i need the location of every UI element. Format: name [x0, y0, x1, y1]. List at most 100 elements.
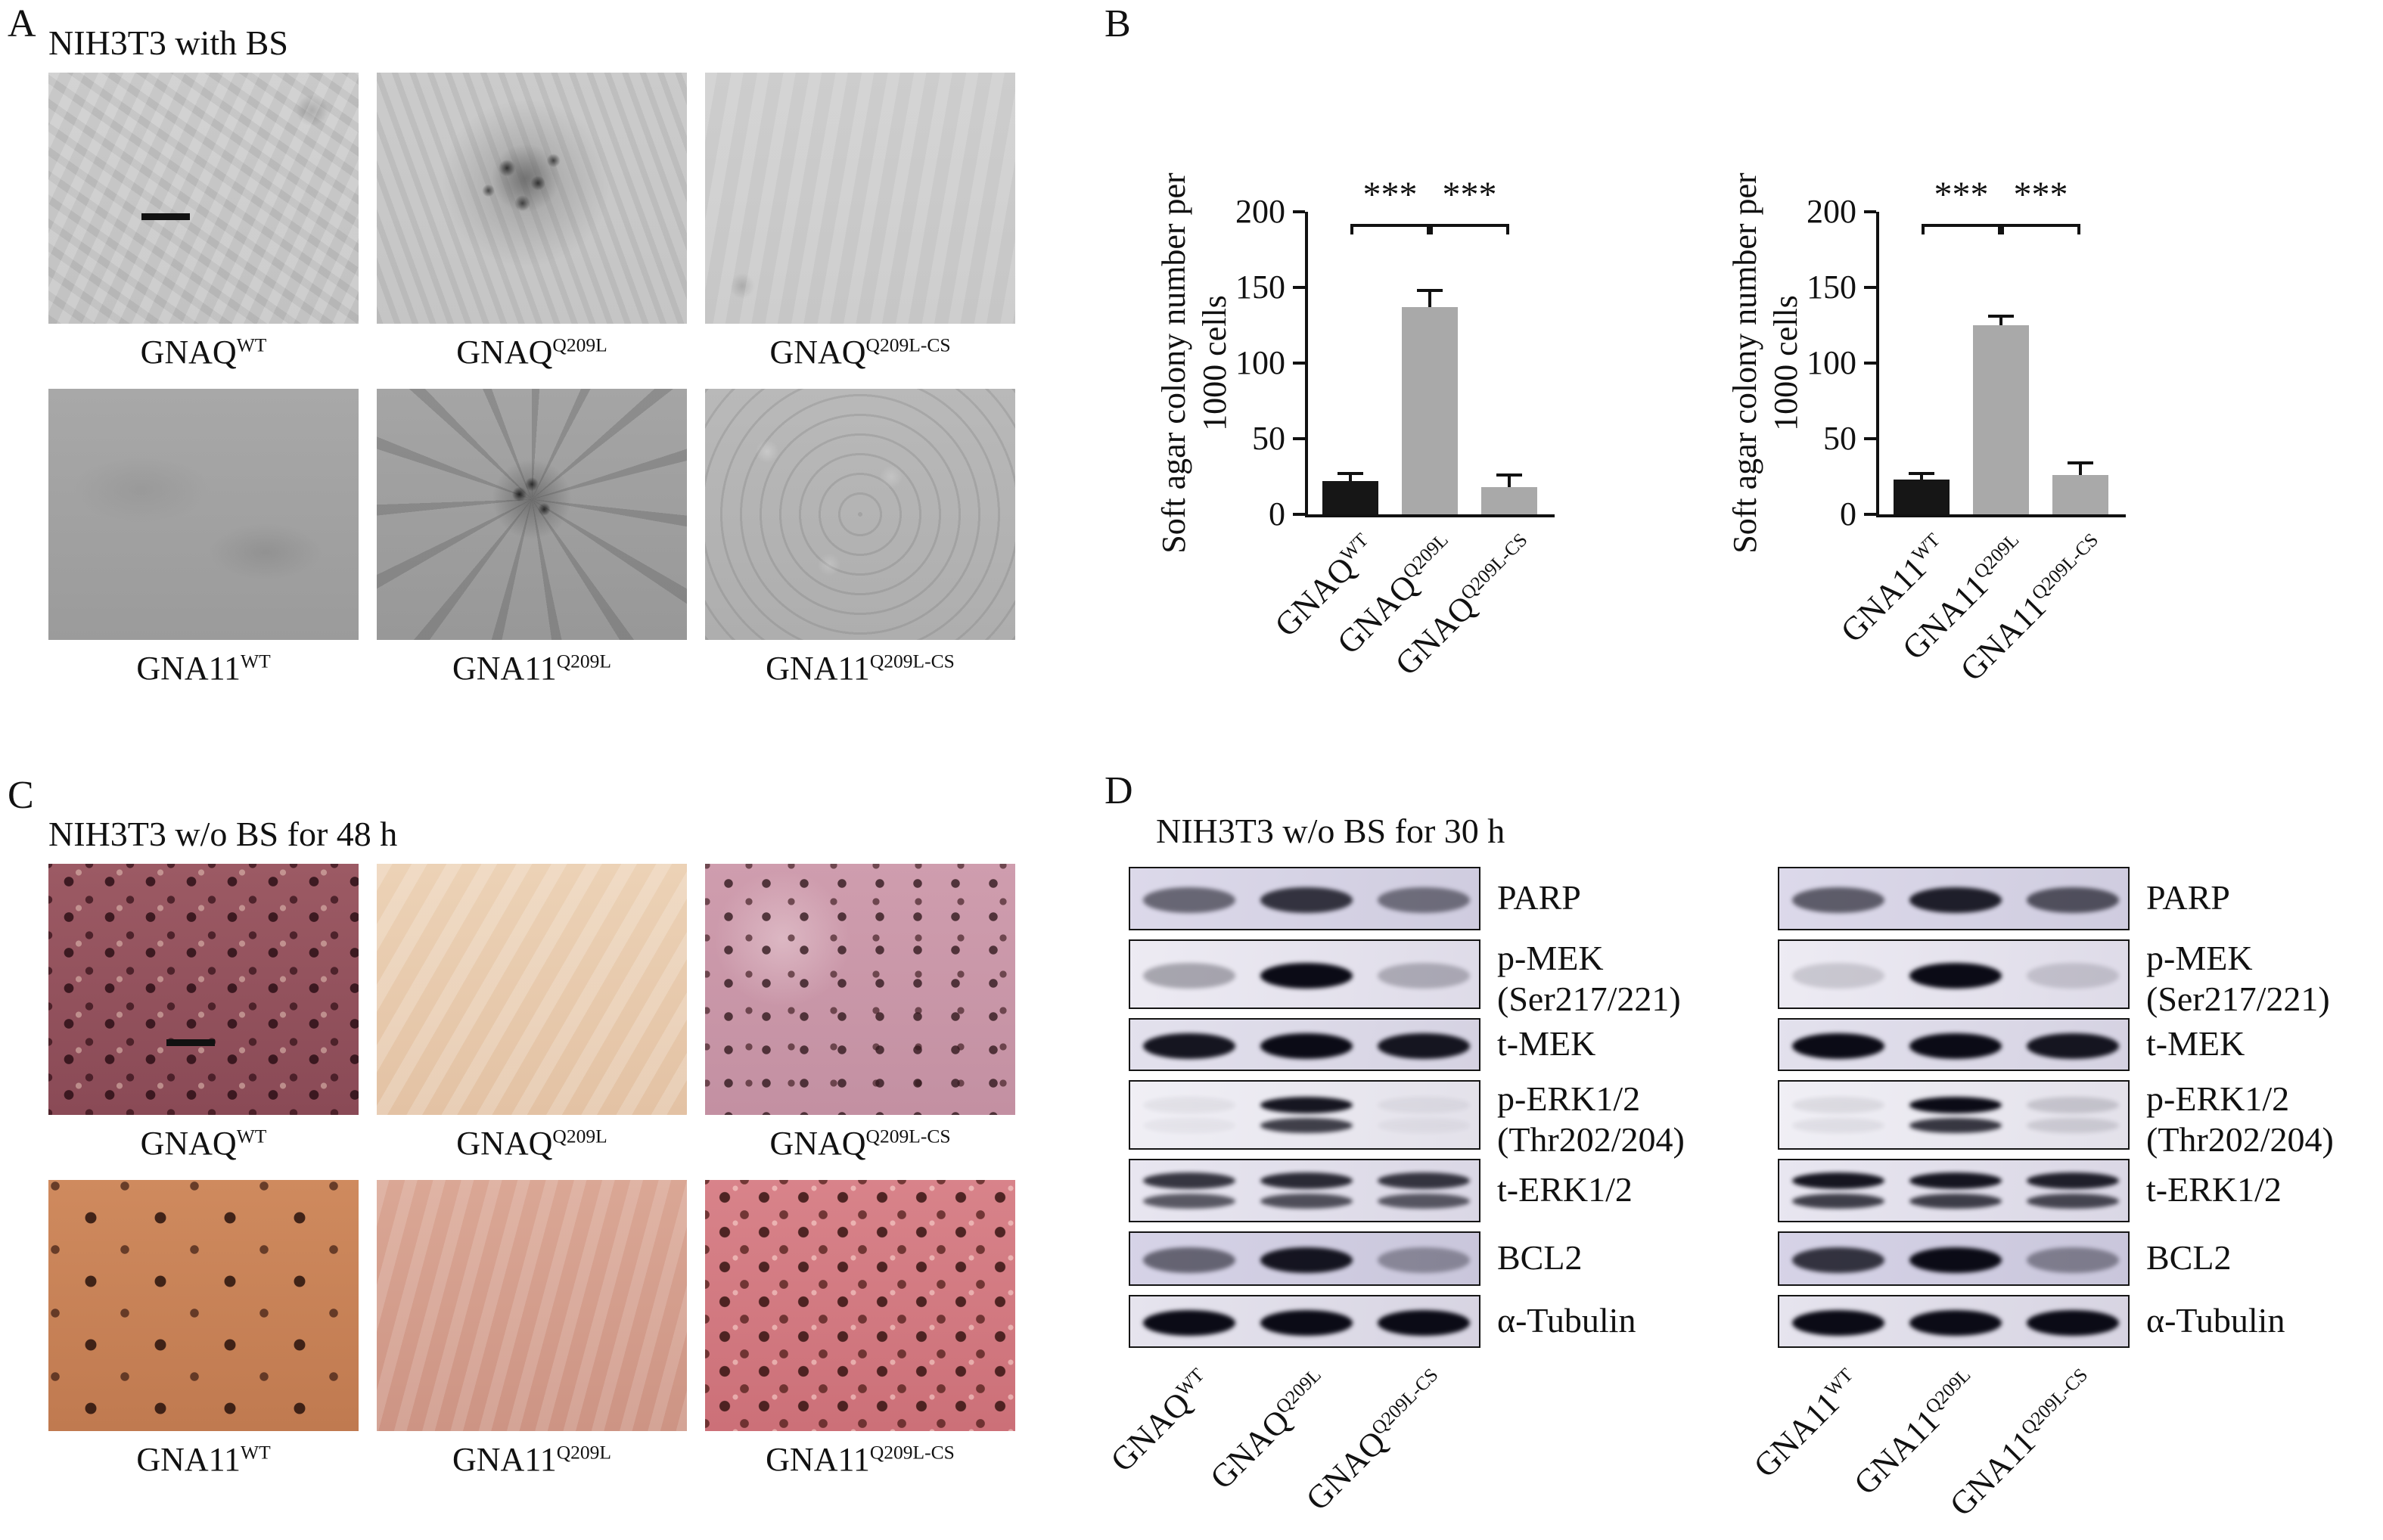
micrograph-cell: GNA11Q209L-CS — [705, 1180, 1015, 1486]
y-tick-label: 200 — [1235, 193, 1285, 230]
blot-row-label: α-Tubulin — [2146, 1301, 2285, 1340]
blot-band — [1142, 963, 1235, 989]
blot-band — [1377, 1097, 1470, 1113]
micrograph-gnaq-wt — [48, 864, 359, 1115]
blot-strip-5 — [1129, 1231, 1480, 1286]
micrograph-gna11-q209l-cs — [705, 389, 1015, 640]
blot-band — [2026, 1194, 2119, 1209]
micrograph-gnaq-q209l-cs — [705, 864, 1015, 1115]
blot-row-label: PARP — [1497, 878, 1581, 917]
x-axis-line — [1876, 514, 2126, 517]
panel-b-label: B — [1105, 2, 1131, 45]
micrograph-caption: GNA11WT — [136, 1441, 271, 1478]
micrograph-caption: GNAQQ209L — [456, 334, 607, 371]
micrograph-cell: GNA11Q209L — [377, 1180, 687, 1486]
blot-band — [1377, 963, 1470, 989]
panel-d-title: NIH3T3 w/o BS for 30 h — [1156, 812, 1505, 850]
blot-band — [2026, 1172, 2119, 1189]
blot-strip-6 — [1778, 1295, 2130, 1348]
error-bar-cap — [2068, 461, 2093, 464]
y-tick-label: 0 — [1840, 495, 1856, 532]
micrograph-gna11-wt — [48, 389, 359, 640]
micrograph-caption: GNAQQ209L-CS — [769, 334, 951, 371]
panel-a-title: NIH3T3 with BS — [48, 23, 288, 62]
blot-row-label: t-MEK — [1497, 1024, 1596, 1063]
blot-strip-5 — [1778, 1231, 2130, 1286]
significance-bracket-tick — [1350, 224, 1353, 234]
bar-0 — [1894, 480, 1950, 514]
micrograph-caption: GNAQWT — [140, 1125, 267, 1162]
significance-bracket-tick — [2077, 224, 2080, 234]
error-bar-line — [1349, 473, 1352, 481]
blot-band — [1791, 1310, 1884, 1336]
micrograph-cell: GNAQQ209L-CS — [705, 864, 1015, 1169]
blot-band — [1142, 1033, 1235, 1059]
blot-strip-4 — [1129, 1159, 1480, 1222]
blot-strip-0 — [1778, 867, 2130, 930]
blot-row-label: BCL2 — [1497, 1238, 1583, 1277]
bar-1 — [1973, 325, 2029, 514]
blot-row-label: α-Tubulin — [1497, 1301, 1636, 1340]
micrograph-gna11-q209l — [377, 1180, 687, 1431]
blot-band — [1260, 1097, 1353, 1113]
y-axis-line — [1305, 212, 1308, 517]
blot-band — [1909, 1310, 2002, 1336]
x-axis-line — [1305, 514, 1555, 517]
micrograph-caption: GNA11Q209L — [452, 1441, 611, 1478]
blot-strip-1 — [1778, 939, 2130, 1009]
blot-band — [1909, 1033, 2002, 1059]
blot-band — [1791, 1033, 1884, 1059]
blot-strip-6 — [1129, 1295, 1480, 1348]
micrograph-gna11-q209l — [377, 389, 687, 640]
significance-bracket-tick — [1998, 224, 2001, 234]
y-tick — [1864, 513, 1876, 516]
blot-row-label: t-ERK1/2 — [1497, 1170, 1633, 1209]
blot-set-gna11: PARP p-MEK (Ser217/221) t-MEK p-ERK1/2 (Thr20… — [1747, 867, 2383, 1540]
blot-band — [1909, 1172, 2002, 1189]
blot-band — [1791, 887, 1884, 913]
blot-band — [2026, 1247, 2119, 1273]
blot-band — [1909, 887, 2002, 913]
blot-band — [1142, 1097, 1235, 1113]
error-bar-cap — [1496, 473, 1522, 477]
micrograph-gnaq-q209l — [377, 864, 687, 1115]
y-tick — [1293, 286, 1305, 289]
micrograph-cell: GNAQQ209L — [377, 73, 687, 378]
significance-stars: *** — [1362, 175, 1418, 215]
panel-c-title: NIH3T3 w/o BS for 48 h — [48, 815, 398, 853]
blot-row-label: p-ERK1/2 (Thr202/204) — [1497, 1079, 1685, 1159]
significance-bracket — [1922, 224, 2001, 227]
micrograph-cell: GNA11WT — [48, 1180, 359, 1486]
micrograph-gnaq-wt — [48, 73, 359, 324]
blot-band — [2026, 1033, 2119, 1059]
blot-band — [2026, 1118, 2119, 1133]
blot-band — [1791, 1172, 1884, 1189]
blot-band — [1909, 963, 2002, 989]
panel-a-label: A — [8, 2, 36, 45]
blot-row-label: p-MEK (Ser217/221) — [2146, 939, 2330, 1018]
micrograph-cell: GNAQWT — [48, 864, 359, 1169]
bar-2 — [2052, 475, 2108, 514]
error-bar-cap — [1909, 472, 1934, 475]
y-tick-label: 0 — [1269, 495, 1285, 532]
panel-d-label: D — [1105, 769, 1133, 812]
blot-strip-2 — [1778, 1018, 2130, 1071]
micrograph-gna11-q209l-cs — [705, 1180, 1015, 1431]
blot-band — [1260, 963, 1353, 989]
blot-strip-3 — [1778, 1080, 2130, 1150]
micrograph-cell: GNA11Q209L — [377, 389, 687, 694]
blot-band — [1377, 1247, 1470, 1273]
bar-chart-gnaq: Soft agar colony number per 1000 cells 0 50… — [1155, 121, 1695, 787]
blot-band — [1909, 1118, 2002, 1133]
blot-row-label: p-MEK (Ser217/221) — [1497, 939, 1681, 1018]
blot-band — [2026, 887, 2119, 913]
y-tick — [1864, 286, 1876, 289]
error-bar-line — [1428, 290, 1431, 307]
blot-band — [1791, 1118, 1884, 1133]
blot-band — [1260, 1194, 1353, 1209]
significance-stars: *** — [1442, 175, 1497, 215]
significance-bracket-tick — [1922, 224, 1925, 234]
micrograph-gna11-wt — [48, 1180, 359, 1431]
panel-a-micrograph-grid: GNAQWT GNAQQ209L GNAQQ209L-CS GNA11WT GNA11Q… — [48, 73, 1015, 694]
y-tick — [1293, 437, 1305, 440]
